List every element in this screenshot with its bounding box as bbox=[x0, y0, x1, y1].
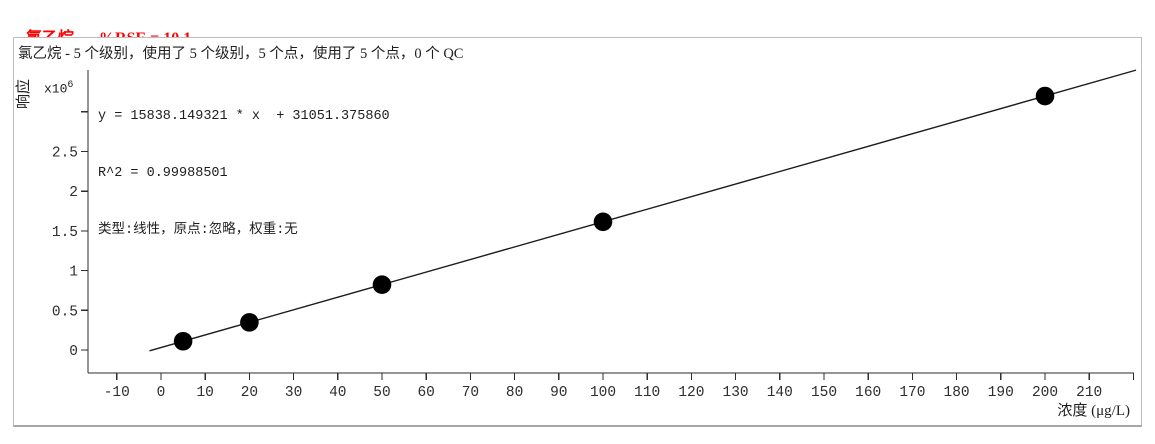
x-tick-label: 40 bbox=[329, 385, 346, 401]
x-tick-label: 0 bbox=[157, 385, 166, 401]
fit-equation: y = 15838.149321 * x + 31051.375860 bbox=[98, 109, 390, 124]
data-point bbox=[173, 331, 193, 351]
x-tick-label: 90 bbox=[550, 385, 567, 401]
fit-settings: 类型:线性，原点:忽略，权重:无 bbox=[98, 223, 298, 238]
x-tick-label: 210 bbox=[1076, 385, 1102, 401]
x-tick-label: 130 bbox=[723, 385, 749, 401]
data-point bbox=[372, 275, 392, 294]
data-point bbox=[593, 212, 613, 232]
fit-r-squared: R^2 = 0.99988501 bbox=[98, 166, 228, 181]
x-tick-label: 10 bbox=[196, 385, 213, 401]
data-point bbox=[1035, 86, 1055, 106]
y-axis-multiplier: x106 bbox=[44, 80, 74, 97]
x-tick-label: 150 bbox=[811, 385, 837, 401]
x-tick-label: 20 bbox=[241, 385, 258, 401]
x-tick-label: 60 bbox=[417, 385, 434, 401]
y-tick-label: 2 bbox=[69, 185, 78, 201]
x-tick-label: 140 bbox=[767, 385, 793, 401]
x-tick-label: 190 bbox=[988, 385, 1014, 401]
x-tick-label: 170 bbox=[899, 385, 925, 401]
x-tick-label: 80 bbox=[506, 385, 523, 401]
calibration-info-line: 氯乙烷 - 5 个级别，使用了 5 个级别，5 个点，使用了 5 个点，0 个 … bbox=[18, 46, 464, 62]
regression-line bbox=[149, 69, 1137, 352]
y-tick-label: 0 bbox=[69, 344, 78, 360]
x-tick-label: 160 bbox=[855, 385, 881, 401]
x-tick-label: 50 bbox=[373, 385, 390, 401]
y-tick-label: 2.5 bbox=[52, 146, 78, 162]
y-tick-label: 1.5 bbox=[52, 225, 78, 241]
y-tick-label: 0.5 bbox=[52, 304, 78, 320]
x-tick-label: 100 bbox=[590, 385, 616, 401]
chart-frame bbox=[13, 37, 1142, 427]
x-tick-label: 120 bbox=[678, 385, 704, 401]
x-tick-label: -10 bbox=[104, 385, 130, 401]
data-point bbox=[240, 313, 259, 332]
fit-equation-block: y = 15838.149321 * x + 31051.375860 R^2 … bbox=[98, 69, 390, 259]
y-tick-label: 1 bbox=[69, 265, 78, 281]
x-tick-label: 30 bbox=[285, 385, 302, 401]
x-tick-label: 70 bbox=[462, 385, 479, 401]
x-tick-label: 180 bbox=[944, 385, 970, 401]
x-axis-title: 浓度 (μg/L) bbox=[1057, 403, 1130, 419]
x-tick-label: 110 bbox=[634, 385, 660, 401]
x-tick-label: 200 bbox=[1032, 385, 1058, 401]
